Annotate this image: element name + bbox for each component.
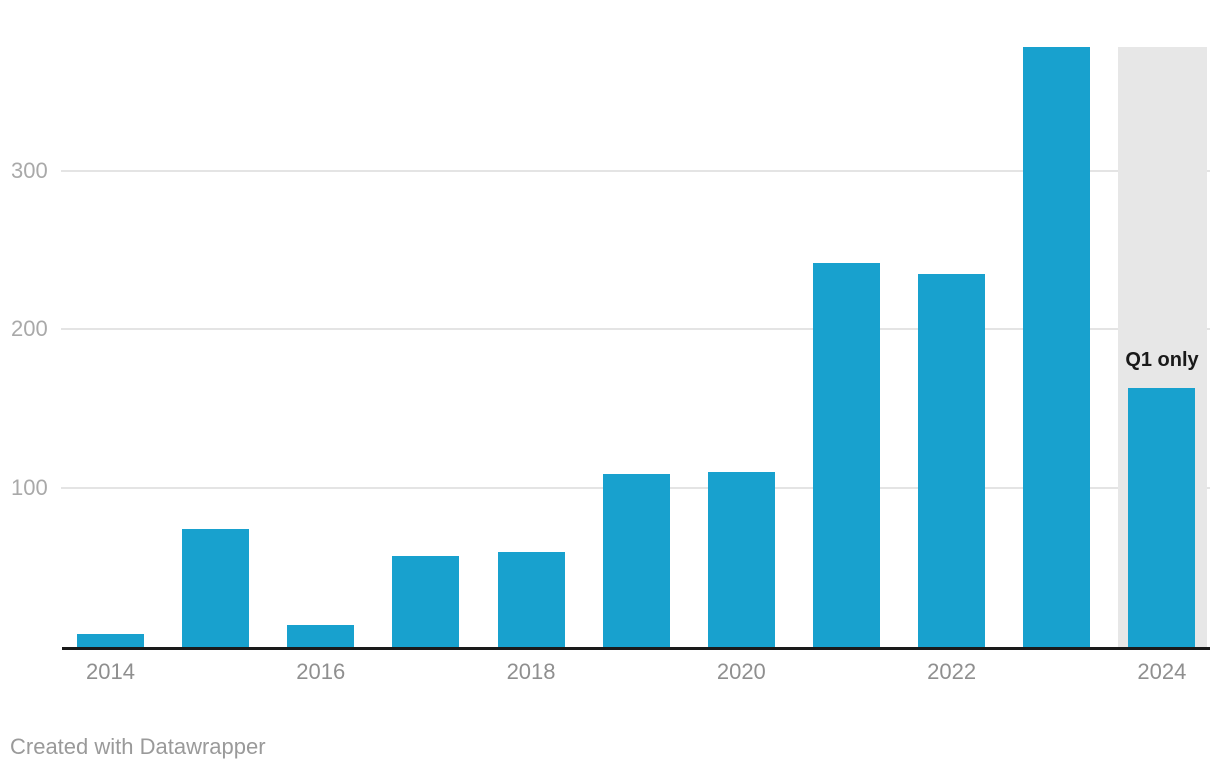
y-axis-tick-label-300: 300 [11, 157, 48, 183]
x-axis-tick-label-2020: 2020 [716, 659, 766, 684]
bar-2014 [77, 634, 144, 647]
bar-2024 [1128, 388, 1196, 647]
x-axis-line [62, 647, 1210, 650]
bar-2023 [1023, 46, 1091, 647]
bar-2017 [392, 556, 460, 647]
gridline-200 [61, 328, 1210, 331]
y-axis-tick-label-200: 200 [11, 316, 48, 342]
bar-2016 [287, 624, 355, 647]
bar-2022 [918, 273, 986, 647]
x-axis-tick-label-2014: 2014 [86, 659, 135, 684]
x-axis-tick-label-2024: 2024 [1137, 659, 1187, 684]
x-axis-tick-label-2022: 2022 [927, 659, 977, 684]
x-axis-tick-label-2016: 2016 [296, 659, 346, 684]
gridline-300 [61, 169, 1210, 172]
q1-only-annotation: Q1 only [1125, 349, 1199, 371]
y-axis-tick-label-100: 100 [11, 475, 48, 501]
bar-2021 [812, 262, 880, 647]
bar-2020 [707, 472, 775, 647]
bar-2019 [602, 473, 670, 647]
datawrapper-credit: Created with Datawrapper [10, 734, 266, 759]
bar-2015 [182, 529, 250, 647]
x-axis-tick-label-2018: 2018 [506, 659, 556, 684]
bar-2018 [497, 551, 565, 647]
